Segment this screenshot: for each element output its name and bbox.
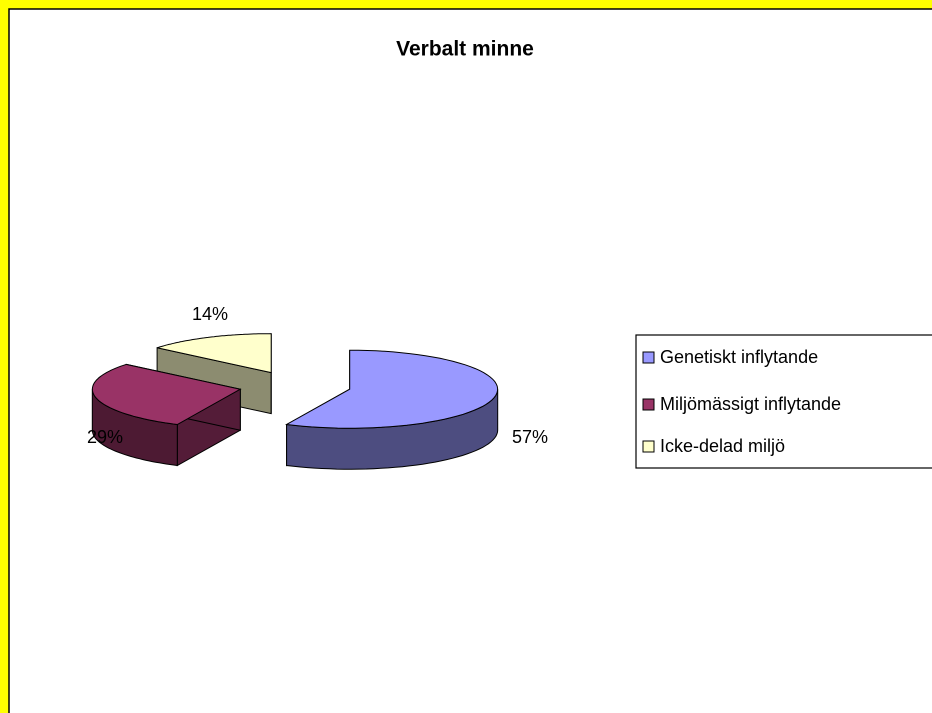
data-label: 57% xyxy=(512,427,548,447)
data-label: 14% xyxy=(192,304,228,324)
slice xyxy=(91,363,242,426)
legend-box xyxy=(635,334,932,469)
legend-swatch xyxy=(642,440,655,453)
legend-label: Miljömässigt inflytande xyxy=(660,394,841,414)
legend-swatch xyxy=(642,398,655,411)
chart-title: Verbalt minne xyxy=(396,38,534,61)
slice xyxy=(156,333,272,374)
legend-label: Icke-delad miljö xyxy=(660,436,785,456)
slice xyxy=(284,349,499,429)
data-label: 29% xyxy=(87,427,123,447)
legend-label: Genetiskt inflytande xyxy=(660,347,818,367)
legend-swatch xyxy=(642,351,655,364)
